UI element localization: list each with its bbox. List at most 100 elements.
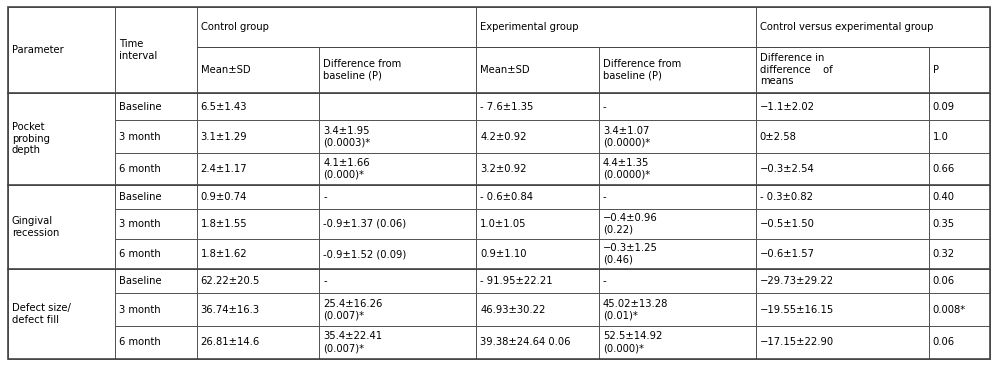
Bar <box>599 120 755 153</box>
Bar <box>755 269 928 293</box>
Bar <box>476 47 599 93</box>
Text: 4.2±0.92: 4.2±0.92 <box>480 132 527 142</box>
Bar <box>115 269 197 293</box>
Text: 45.02±13.28
(0.01)*: 45.02±13.28 (0.01)* <box>603 299 669 320</box>
Text: Pocket
probing
depth: Pocket probing depth <box>12 122 50 156</box>
Text: 2.4±1.17: 2.4±1.17 <box>201 164 248 174</box>
Bar <box>755 93 928 120</box>
Text: -: - <box>323 192 327 202</box>
Text: 6 month: 6 month <box>119 249 161 259</box>
Text: −0.4±0.96
(0.22): −0.4±0.96 (0.22) <box>603 213 658 235</box>
Text: - 91.95±22.21: - 91.95±22.21 <box>480 276 553 286</box>
Text: 46.93±30.22: 46.93±30.22 <box>480 305 546 314</box>
Text: 0.09: 0.09 <box>932 102 955 112</box>
Text: −19.55±16.15: −19.55±16.15 <box>759 305 834 314</box>
Bar <box>755 239 928 269</box>
Text: 3 month: 3 month <box>119 132 161 142</box>
Bar <box>8 93 115 185</box>
Bar <box>476 293 599 326</box>
Text: 26.81±14.6: 26.81±14.6 <box>201 337 259 347</box>
Bar <box>928 93 990 120</box>
Bar <box>476 326 599 359</box>
Text: 0.06: 0.06 <box>932 337 955 347</box>
Text: 4.4±1.35
(0.0000)*: 4.4±1.35 (0.0000)* <box>603 158 651 180</box>
Bar <box>115 120 197 153</box>
Bar <box>8 269 115 359</box>
Text: 0.40: 0.40 <box>932 192 955 202</box>
Bar <box>928 185 990 209</box>
Text: Baseline: Baseline <box>119 102 162 112</box>
Bar <box>197 269 319 293</box>
Text: 0.32: 0.32 <box>932 249 955 259</box>
Bar <box>319 47 476 93</box>
Text: P: P <box>932 65 939 75</box>
Text: 39.38±24.64 0.06: 39.38±24.64 0.06 <box>480 337 571 347</box>
Bar <box>8 7 115 93</box>
Text: Difference from
baseline (P): Difference from baseline (P) <box>323 59 401 81</box>
Text: 0.9±0.74: 0.9±0.74 <box>201 192 248 202</box>
Text: Mean±SD: Mean±SD <box>201 65 250 75</box>
Bar <box>476 7 755 47</box>
Bar <box>115 209 197 239</box>
Bar <box>928 326 990 359</box>
Bar <box>319 209 476 239</box>
Bar <box>476 153 599 185</box>
Text: 1.8±1.62: 1.8±1.62 <box>201 249 248 259</box>
Text: −1.1±2.02: −1.1±2.02 <box>759 102 814 112</box>
Bar <box>599 269 755 293</box>
Text: -: - <box>603 102 607 112</box>
Bar <box>928 153 990 185</box>
Bar <box>755 153 928 185</box>
Bar <box>197 293 319 326</box>
Text: Control versus experimental group: Control versus experimental group <box>759 22 933 32</box>
Bar <box>115 93 197 120</box>
Text: Mean±SD: Mean±SD <box>480 65 530 75</box>
Text: -0.9±1.37 (0.06): -0.9±1.37 (0.06) <box>323 219 406 229</box>
Text: 1.0±1.05: 1.0±1.05 <box>480 219 527 229</box>
Bar <box>476 93 599 120</box>
Text: −0.3±2.54: −0.3±2.54 <box>759 164 814 174</box>
Bar <box>115 326 197 359</box>
Bar <box>319 93 476 120</box>
Text: 6 month: 6 month <box>119 164 161 174</box>
Text: -0.9±1.52 (0.09): -0.9±1.52 (0.09) <box>323 249 406 259</box>
Text: 3 month: 3 month <box>119 219 161 229</box>
Text: 6.5±1.43: 6.5±1.43 <box>201 102 248 112</box>
Text: −29.73±29.22: −29.73±29.22 <box>759 276 834 286</box>
Bar <box>599 185 755 209</box>
Bar <box>928 120 990 153</box>
Text: -: - <box>603 276 607 286</box>
Text: 3.1±1.29: 3.1±1.29 <box>201 132 248 142</box>
Bar <box>755 185 928 209</box>
Text: - 7.6±1.35: - 7.6±1.35 <box>480 102 534 112</box>
Text: Control group: Control group <box>201 22 268 32</box>
Text: 35.4±22.41
(0.007)*: 35.4±22.41 (0.007)* <box>323 332 382 353</box>
Text: - 0.3±0.82: - 0.3±0.82 <box>759 192 812 202</box>
Text: -: - <box>603 192 607 202</box>
Bar <box>928 269 990 293</box>
Bar <box>755 47 928 93</box>
Text: 25.4±16.26
(0.007)*: 25.4±16.26 (0.007)* <box>323 299 383 320</box>
Bar <box>197 7 476 47</box>
Bar <box>599 239 755 269</box>
Bar <box>755 120 928 153</box>
Text: 36.74±16.3: 36.74±16.3 <box>201 305 259 314</box>
Text: 6 month: 6 month <box>119 337 161 347</box>
Bar <box>115 185 197 209</box>
Bar <box>599 326 755 359</box>
Bar <box>476 185 599 209</box>
Bar <box>755 7 990 47</box>
Bar <box>476 239 599 269</box>
Bar <box>319 293 476 326</box>
Bar <box>197 209 319 239</box>
Bar <box>319 326 476 359</box>
Bar <box>197 185 319 209</box>
Bar <box>476 209 599 239</box>
Bar <box>599 47 755 93</box>
Text: Difference from
baseline (P): Difference from baseline (P) <box>603 59 682 81</box>
Bar <box>8 185 115 269</box>
Text: −17.15±22.90: −17.15±22.90 <box>759 337 834 347</box>
Text: 3.2±0.92: 3.2±0.92 <box>480 164 527 174</box>
Bar <box>599 293 755 326</box>
Bar <box>197 93 319 120</box>
